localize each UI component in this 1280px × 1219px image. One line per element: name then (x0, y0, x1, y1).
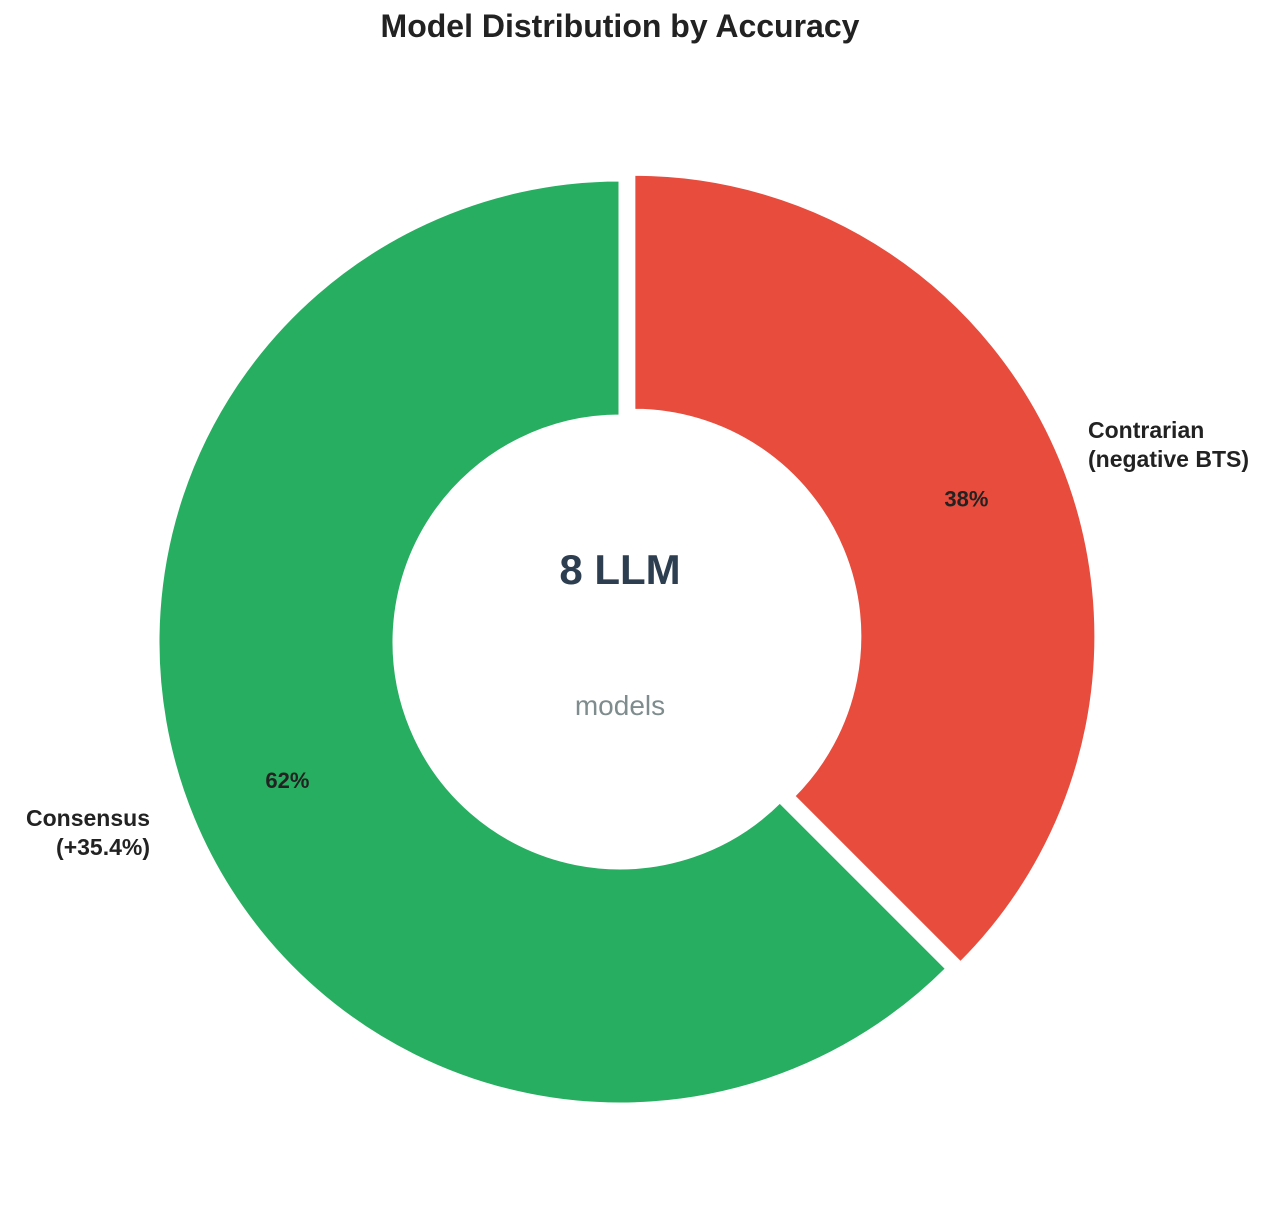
slice-consensus (156, 178, 949, 1106)
category-labels: Contrarian (negative BTS) Consensus (+35.4%… (26, 417, 1249, 860)
percent-label-contrarian: 38% (944, 486, 988, 511)
center-title: 8 LLM (559, 546, 680, 593)
donut-slices (156, 172, 1098, 1106)
percent-label-consensus: 62% (265, 768, 309, 793)
category-label-consensus: Consensus (+35.4%) (26, 805, 150, 860)
percent-labels: 38% 62% (265, 486, 988, 792)
slice-contrarian (632, 172, 1098, 966)
chart-title: Model Distribution by Accuracy (381, 8, 860, 44)
category-label-contrarian: Contrarian (negative BTS) (1088, 417, 1249, 472)
center-subtitle: models (575, 690, 665, 721)
